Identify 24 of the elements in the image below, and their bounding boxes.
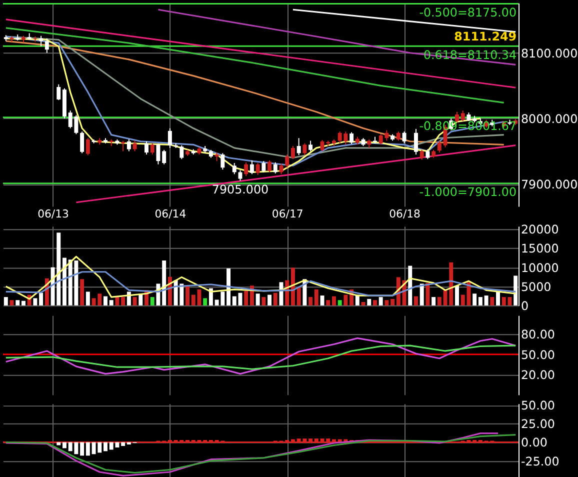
y-tick-label: -25.00 xyxy=(520,454,560,468)
y-tick-label: 8000.000 xyxy=(520,112,578,126)
ref-line-label: -1.000=7901.00 xyxy=(419,185,517,200)
y-tick-label: 7900.000 xyxy=(520,177,578,192)
y-tick-label: 0.00 xyxy=(520,436,548,450)
x-tick-label: 06/17 xyxy=(272,208,304,221)
x-tick-label: 06/14 xyxy=(154,208,186,221)
ref-line-label: 0.618=8110.34 xyxy=(423,48,517,62)
y-tick-label: 5000 xyxy=(520,280,552,294)
y-tick-label: 20000 xyxy=(520,222,559,237)
y-tick-label: 20.00 xyxy=(520,368,555,382)
x-tick-label: 06/18 xyxy=(389,208,421,221)
y-tick-label: 50.00 xyxy=(520,348,555,362)
y-tick-label: 25.00 xyxy=(520,417,555,432)
annotation: 7905.000 xyxy=(212,182,269,197)
y-tick-label: 50.00 xyxy=(520,398,555,413)
y-tick-label: 8100.000 xyxy=(520,46,578,60)
y-tick-label: 10000 xyxy=(520,260,559,275)
x-tick-label: 06/13 xyxy=(38,208,70,221)
y-tick-label: 80.00 xyxy=(520,328,555,342)
annotation: 8111.249 xyxy=(454,30,517,44)
ref-line-label: -0.500=8175.00 xyxy=(419,6,517,20)
y-tick-label: 0 xyxy=(520,298,529,313)
y-tick-label: 15000 xyxy=(520,242,559,256)
